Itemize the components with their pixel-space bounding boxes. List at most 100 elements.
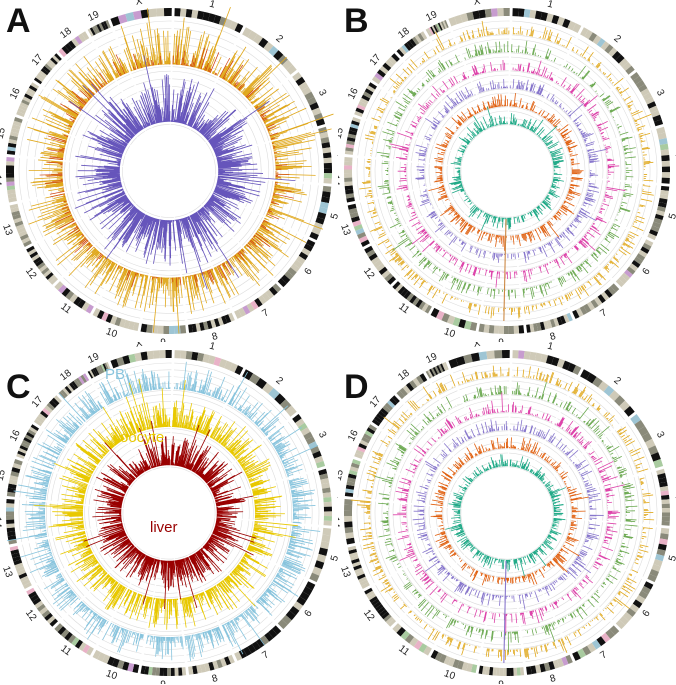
grid-ring xyxy=(124,474,133,484)
ideogram-band xyxy=(591,639,602,650)
grid-ring xyxy=(417,399,440,417)
signal-spikes xyxy=(116,410,137,439)
grid-ring xyxy=(453,71,467,79)
grid-ring xyxy=(461,255,489,266)
grid-ring xyxy=(487,117,508,122)
grid-ring xyxy=(589,222,614,256)
grid-ring xyxy=(448,281,484,295)
grid-ring xyxy=(28,89,44,119)
ideogram-band xyxy=(379,609,388,617)
grid-ring xyxy=(429,414,449,430)
grid-ring xyxy=(551,500,554,517)
ideogram-band xyxy=(85,304,94,314)
signal-spikes xyxy=(437,470,453,491)
grid-ring xyxy=(462,430,474,437)
ideogram-band xyxy=(40,68,49,76)
grid-ring xyxy=(490,124,508,129)
ideogram-band xyxy=(73,296,82,306)
ideogram-band xyxy=(615,619,626,630)
grid-ring xyxy=(483,300,521,304)
grid-ring xyxy=(468,63,509,72)
signal-spikes xyxy=(520,605,548,625)
ideogram-band xyxy=(60,628,70,638)
ideogram-band xyxy=(425,370,432,379)
grid-ring xyxy=(483,304,522,308)
chromosome-label: 13 xyxy=(0,565,14,580)
grid-ring xyxy=(581,178,590,206)
grid-ring xyxy=(405,42,430,61)
grid-ring xyxy=(33,159,38,198)
grid-ring xyxy=(619,524,632,567)
grid-ring xyxy=(620,425,645,472)
signal-spikes xyxy=(476,79,508,94)
ideogram-band xyxy=(9,203,19,210)
grid-ring xyxy=(34,434,50,464)
grid-ring xyxy=(239,38,287,78)
grid-ring xyxy=(521,278,555,289)
ideogram-band xyxy=(658,198,668,204)
ideogram-band xyxy=(645,438,656,449)
ideogram-band xyxy=(81,301,90,312)
grid-ring xyxy=(568,153,572,177)
grid-ring xyxy=(389,102,403,128)
grid-ring xyxy=(220,545,236,566)
grid-ring xyxy=(103,236,125,252)
grid-ring xyxy=(185,294,224,306)
signal-spikes xyxy=(396,162,408,191)
ideogram-band xyxy=(563,314,570,323)
grid-ring xyxy=(154,595,178,598)
ideogram-band xyxy=(16,111,25,117)
ideogram-band xyxy=(8,197,17,203)
ideogram-band xyxy=(60,389,68,398)
grid-ring xyxy=(487,282,520,286)
chromosome-label: 14 xyxy=(338,175,341,187)
ideogram-band xyxy=(418,643,428,653)
ideogram-band xyxy=(305,436,316,445)
grid-ring xyxy=(451,568,470,582)
signal-spikes xyxy=(206,468,243,500)
ideogram-band xyxy=(496,667,500,676)
grid-ring xyxy=(541,572,564,588)
ideogram-band xyxy=(486,350,495,360)
ideogram-band xyxy=(77,299,86,309)
grid-ring xyxy=(37,243,62,276)
grid-ring xyxy=(453,124,463,136)
ideogram-band xyxy=(323,506,332,512)
ideogram-band xyxy=(529,9,537,19)
ideogram-band xyxy=(364,587,373,595)
ideogram-band xyxy=(242,305,251,315)
grid-ring xyxy=(602,572,630,611)
grid-ring xyxy=(50,67,71,92)
ideogram-band xyxy=(347,203,357,210)
ideogram-band xyxy=(648,105,659,114)
signal-spikes xyxy=(468,204,484,219)
data-track xyxy=(374,380,640,653)
grid-ring xyxy=(510,398,560,412)
grid-ring xyxy=(405,384,430,403)
grid-ring xyxy=(540,450,563,470)
grid-ring xyxy=(393,72,414,95)
grid-ring xyxy=(170,466,191,473)
grid-ring xyxy=(597,180,607,214)
signal-spikes xyxy=(449,180,466,194)
ideogram-band xyxy=(281,614,292,625)
ideogram-band xyxy=(358,576,367,583)
signal-spikes xyxy=(541,230,571,258)
ideogram-band xyxy=(526,666,532,675)
ideogram-band xyxy=(6,519,15,524)
grid-ring xyxy=(554,518,561,536)
ideogram-band xyxy=(99,364,105,373)
ideogram-band xyxy=(503,667,507,676)
ideogram-band xyxy=(583,303,592,313)
grid-ring xyxy=(557,156,561,176)
grid-ring xyxy=(84,505,87,530)
ideogram-band xyxy=(255,377,267,390)
ideogram-band xyxy=(6,165,15,170)
ideogram-band xyxy=(7,142,17,148)
grid-ring xyxy=(387,578,410,609)
ideogram-band xyxy=(352,458,361,466)
grid-ring xyxy=(444,396,461,405)
grid-ring xyxy=(297,184,312,232)
signal-spikes xyxy=(380,579,409,610)
ideogram-band xyxy=(463,354,473,364)
